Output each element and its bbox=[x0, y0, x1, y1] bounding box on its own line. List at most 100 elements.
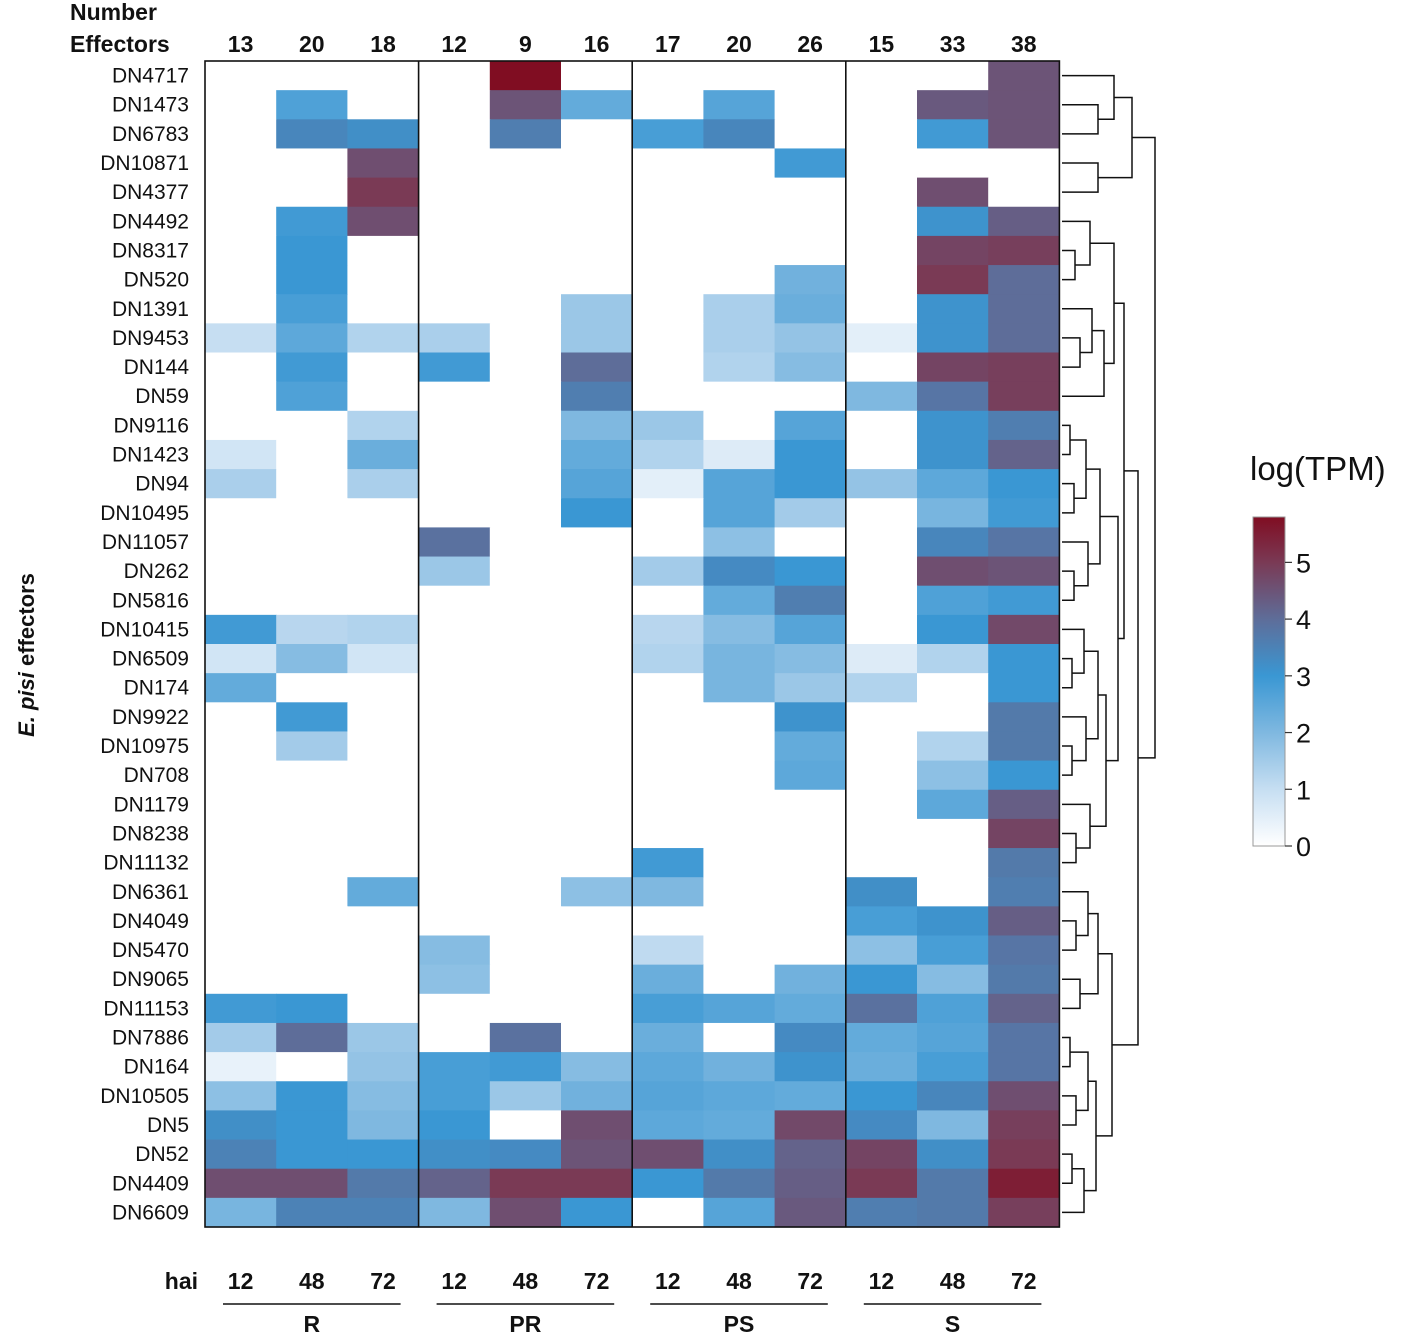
heatmap-cell-dn52-col12 bbox=[988, 1139, 1060, 1170]
heatmap-cell-dn11132-col7 bbox=[632, 848, 704, 878]
column-label: 72 bbox=[584, 1268, 610, 1294]
heatmap-cell-dn6783-col1 bbox=[205, 119, 277, 150]
heatmap-cell-dn10505-col2 bbox=[276, 1081, 348, 1111]
heatmap-cell-dn94-col11 bbox=[917, 469, 989, 499]
heatmap-cell-dn10415-col5 bbox=[489, 614, 562, 645]
heatmap-cell-dn9922-col9 bbox=[774, 702, 847, 733]
row-label: DN7886 bbox=[112, 1027, 189, 1050]
heatmap-cell-dn4409-col7 bbox=[632, 1168, 704, 1199]
row-label: DN4717 bbox=[112, 65, 189, 88]
row-label: DN164 bbox=[124, 1056, 190, 1079]
heatmap-cell-dn10871-col7 bbox=[632, 148, 704, 179]
heatmap-cell-dn6609-col4 bbox=[418, 1197, 491, 1228]
heatmap-cell-dn262-col7 bbox=[632, 556, 704, 587]
heatmap-cell-dn4409-col1 bbox=[205, 1168, 277, 1199]
heatmap-cell-dn164-col1 bbox=[205, 1052, 277, 1082]
heatmap-cell-dn4717-col4 bbox=[418, 61, 491, 91]
heatmap-cell-dn6509-col10 bbox=[845, 644, 918, 674]
heatmap-cell-dn10975-col11 bbox=[917, 731, 989, 762]
heatmap-cell-dn6361-col2 bbox=[276, 877, 348, 907]
heatmap-cell-dn1391-col2 bbox=[276, 294, 348, 324]
heatmap-cell-dn6509-col3 bbox=[347, 644, 420, 674]
heatmap-cell-dn262-col3 bbox=[347, 556, 420, 587]
heatmap-cell-dn9453-col8 bbox=[703, 323, 776, 354]
effector-count: 33 bbox=[940, 31, 966, 57]
heatmap-cell-dn10415-col7 bbox=[632, 614, 704, 645]
heatmap-cell-dn6609-col7 bbox=[632, 1197, 704, 1228]
heatmap-cell-dn6783-col7 bbox=[632, 119, 704, 150]
heatmap-cell-dn9922-col12 bbox=[988, 702, 1060, 733]
heatmap-cell-dn4049-col9 bbox=[774, 906, 847, 937]
heatmap-cell-dn520-col3 bbox=[347, 265, 420, 295]
x-axis-label: hai bbox=[165, 1268, 198, 1294]
heatmap-cell-dn9065-col12 bbox=[988, 964, 1060, 995]
heatmap-cell-dn164-col7 bbox=[632, 1052, 704, 1082]
heatmap-cell-dn10495-col2 bbox=[276, 498, 348, 528]
heatmap-cell-dn9922-col5 bbox=[489, 702, 562, 733]
row-label: DN59 bbox=[135, 385, 189, 408]
heatmap-cell-dn4409-col8 bbox=[703, 1168, 776, 1199]
heatmap-cell-dn9065-col3 bbox=[347, 964, 420, 995]
heatmap-cell-dn4049-col5 bbox=[489, 906, 562, 937]
effector-count: 26 bbox=[797, 31, 823, 57]
heatmap-cell-dn6361-col1 bbox=[205, 877, 277, 907]
heatmap-cell-dn10871-col3 bbox=[347, 148, 420, 179]
heatmap-cell-dn11132-col6 bbox=[561, 848, 633, 878]
dendrogram-branch bbox=[1062, 1153, 1073, 1185]
heatmap-cell-dn6783-col9 bbox=[774, 119, 847, 150]
heatmap-cell-dn10975-col5 bbox=[489, 731, 562, 762]
heatmap-cell-dn520-col8 bbox=[703, 265, 776, 295]
heatmap-cell-dn144-col12 bbox=[988, 352, 1060, 383]
heatmap-cell-dn6509-col2 bbox=[276, 644, 348, 674]
group-label-s: S bbox=[945, 1311, 960, 1337]
heatmap-cell-dn4049-col10 bbox=[845, 906, 918, 937]
heatmap-cell-dn11153-col4 bbox=[418, 993, 491, 1024]
heatmap-cell-dn8238-col9 bbox=[774, 818, 847, 849]
heatmap-cell-dn11132-col12 bbox=[988, 848, 1060, 878]
heatmap-cell-dn6783-col4 bbox=[418, 119, 491, 150]
heatmap-cell-dn7886-col12 bbox=[988, 1022, 1060, 1053]
heatmap-cell-dn4049-col11 bbox=[917, 906, 989, 937]
header-number-label: Number bbox=[70, 0, 157, 25]
column-label: 48 bbox=[299, 1268, 325, 1294]
effector-count: 20 bbox=[726, 31, 752, 57]
heatmap-cell-dn6609-col2 bbox=[276, 1197, 348, 1228]
row-label: DN1391 bbox=[112, 298, 189, 321]
heatmap-cell-dn6361-col10 bbox=[845, 877, 918, 907]
heatmap-cell-dn10505-col11 bbox=[917, 1081, 989, 1111]
heatmap-cell-dn520-col2 bbox=[276, 265, 348, 295]
row-label: DN6361 bbox=[112, 881, 189, 904]
column-label: 48 bbox=[940, 1268, 966, 1294]
heatmap-cell-dn9922-col10 bbox=[845, 702, 918, 733]
heatmap-cell-dn1423-col9 bbox=[774, 439, 847, 470]
heatmap-cell-dn1179-col10 bbox=[845, 789, 918, 820]
heatmap-cell-dn4377-col2 bbox=[276, 177, 348, 208]
heatmap-cell-dn52-col10 bbox=[845, 1139, 918, 1170]
heatmap-cell-dn7886-col10 bbox=[845, 1022, 918, 1053]
row-label: DN262 bbox=[124, 560, 189, 583]
heatmap-cell-dn9065-col6 bbox=[561, 964, 633, 995]
heatmap-cell-dn1423-col6 bbox=[561, 439, 633, 470]
dendrogram-branch bbox=[1062, 74, 1115, 121]
row-label: DN9453 bbox=[112, 327, 189, 350]
heatmap-cell-dn5470-col2 bbox=[276, 935, 348, 966]
heatmap-cell-dn10415-col4 bbox=[418, 614, 491, 645]
heatmap-cell-dn6361-col5 bbox=[489, 877, 562, 907]
heatmap-cell-dn8317-col11 bbox=[917, 235, 989, 266]
heatmap-cell-dn174-col4 bbox=[418, 673, 491, 703]
heatmap-cell-dn10871-col11 bbox=[917, 148, 989, 179]
heatmap-cell-dn10505-col5 bbox=[489, 1081, 562, 1111]
heatmap-cell-dn6609-col9 bbox=[774, 1197, 847, 1228]
heatmap-cell-dn6783-col2 bbox=[276, 119, 348, 150]
heatmap-cell-dn4049-col4 bbox=[418, 906, 491, 937]
dendrogram bbox=[1062, 74, 1156, 1214]
heatmap-cell-dn9065-col2 bbox=[276, 964, 348, 995]
heatmap-cell-dn4717-col10 bbox=[845, 61, 918, 91]
heatmap-cell-dn8238-col12 bbox=[988, 818, 1060, 849]
heatmap-cell-dn144-col10 bbox=[845, 352, 918, 383]
row-label: DN10871 bbox=[100, 152, 189, 175]
dendrogram-branch bbox=[1112, 470, 1139, 1046]
heatmap-cell-dn144-col4 bbox=[418, 352, 491, 383]
heatmap-cell-dn520-col6 bbox=[561, 265, 633, 295]
heatmap-cell-dn5816-col9 bbox=[774, 585, 847, 616]
